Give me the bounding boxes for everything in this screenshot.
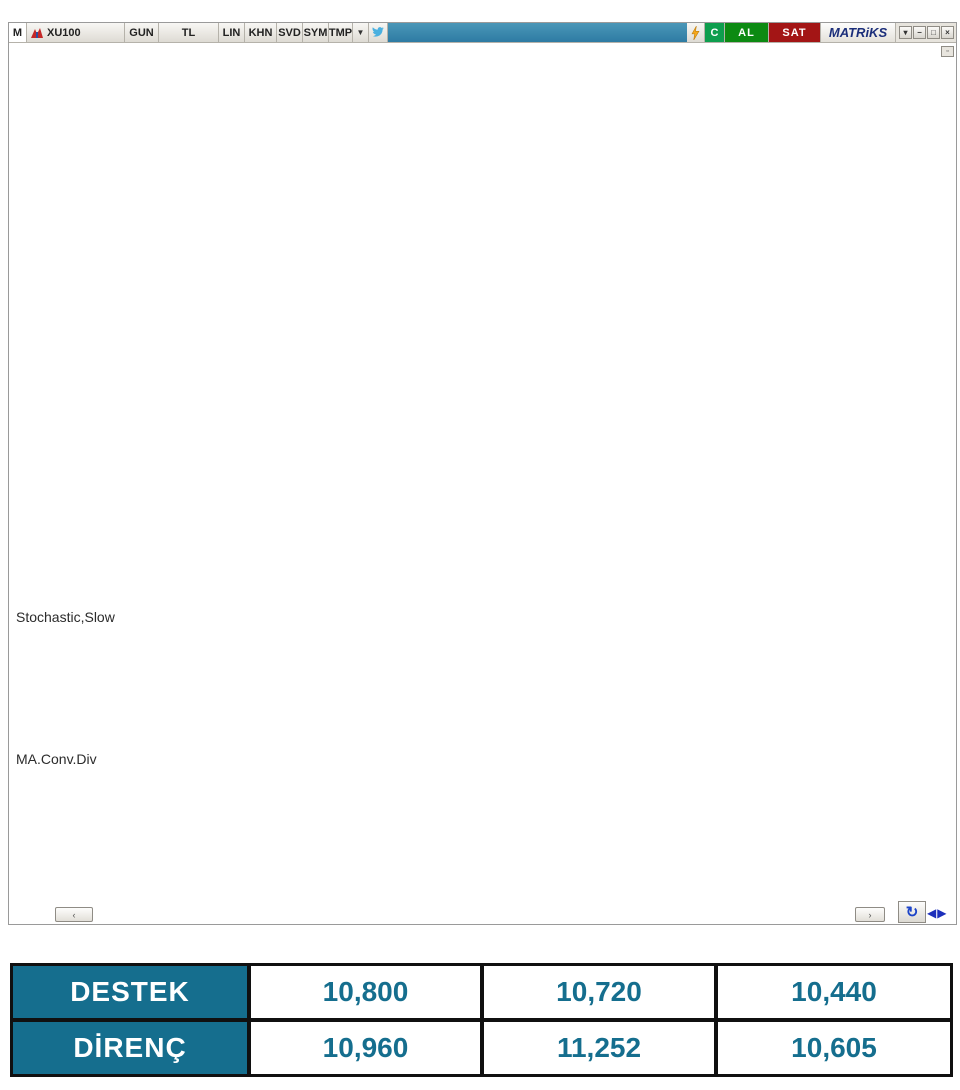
toolbar-button-svd[interactable]: SVD (277, 23, 303, 42)
window-control-1[interactable]: − (913, 26, 926, 39)
table-cell: 10,605 (718, 1022, 950, 1074)
table-cell: 10,960 (251, 1022, 480, 1074)
nav-arrows-icon[interactable]: ◀▶ (927, 906, 948, 920)
toolbar-button-khn[interactable]: KHN (245, 23, 277, 42)
table-row-label: DESTEK (13, 966, 247, 1018)
sync-icon[interactable]: ↻ (898, 901, 926, 923)
toolbar-buttons: GUN TL LIN KHN SVD SYM TMP (125, 23, 353, 42)
titlebar (388, 23, 687, 42)
chevron-down-icon[interactable]: ▼ (353, 23, 369, 42)
toolbar-button-gun[interactable]: GUN (125, 23, 159, 42)
scrollbar-left-handle[interactable]: ‹ (55, 907, 93, 922)
window-controls: ▾ − □ × (896, 23, 956, 42)
chart-window: M XU100 GUN TL LIN KHN SVD SYM TMP ▼ C AL SAT … (8, 22, 957, 925)
matriks-brand: MATRiKS (821, 23, 896, 42)
table-row-label: DİRENÇ (13, 1022, 247, 1074)
scrollbar-right-handle[interactable]: › (855, 907, 885, 922)
buy-button[interactable]: AL (725, 23, 769, 42)
macd-label: MA.Conv.Div (16, 751, 97, 767)
lightning-icon[interactable] (687, 23, 705, 42)
panel-corner-button[interactable]: ▫ (941, 46, 954, 57)
twitter-icon[interactable] (369, 23, 388, 42)
support-resistance-table: DESTEK 10,800 10,720 10,440 DİRENÇ 10,960 11,2… (10, 963, 953, 1077)
table-cell: 10,720 (484, 966, 714, 1018)
table-cell: 11,252 (484, 1022, 714, 1074)
menu-button[interactable]: M (9, 23, 27, 42)
toolbar-button-tmp[interactable]: TMP (329, 23, 353, 42)
c-button[interactable]: C (705, 23, 725, 42)
window-control-2[interactable]: □ (927, 26, 940, 39)
symbol-button[interactable]: XU100 (27, 23, 125, 42)
window-control-0[interactable]: ▾ (899, 26, 912, 39)
sell-button[interactable]: SAT (769, 23, 821, 42)
toolbar-button-sym[interactable]: SYM (303, 23, 329, 42)
symbol-label: XU100 (47, 26, 81, 39)
toolbar-button-lin[interactable]: LIN (219, 23, 245, 42)
window-control-3[interactable]: × (941, 26, 954, 39)
toolbar: M XU100 GUN TL LIN KHN SVD SYM TMP ▼ C AL SAT … (9, 23, 956, 43)
toolbar-button-tl[interactable]: TL (159, 23, 219, 42)
stochastic-label: Stochastic,Slow (16, 609, 115, 625)
table-cell: 10,800 (251, 966, 480, 1018)
matriks-mini-logo-icon (30, 27, 44, 39)
table-cell: 10,440 (718, 966, 950, 1018)
